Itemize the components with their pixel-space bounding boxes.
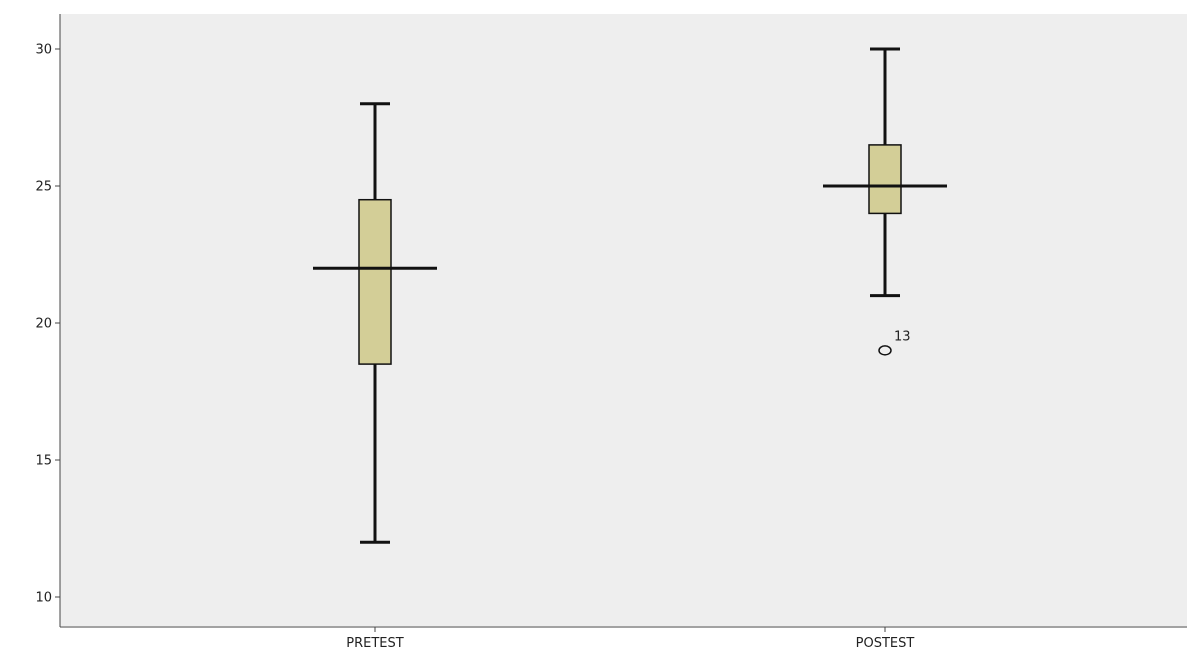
box-series: 13 xyxy=(313,47,947,544)
y-tick-label: 30 xyxy=(35,43,52,58)
outlier-point xyxy=(878,345,892,356)
y-axis-ticks: 10 15 20 25 30 xyxy=(35,43,60,606)
plot-area xyxy=(60,14,1187,626)
x-category-label: POSTEST xyxy=(856,636,915,651)
box-postest: 13 xyxy=(823,47,947,356)
y-tick-label: 20 xyxy=(35,317,52,332)
y-tick-label: 25 xyxy=(35,180,52,195)
y-tick-label: 15 xyxy=(35,454,52,469)
outlier-label: 13 xyxy=(894,329,911,344)
y-tick-label: 10 xyxy=(35,591,52,606)
box-pretest xyxy=(313,102,437,544)
x-axis-labels: PRETEST POSTEST xyxy=(346,627,914,651)
iqr-box xyxy=(358,198,392,365)
iqr-box xyxy=(868,144,902,215)
x-category-label: PRETEST xyxy=(346,636,403,651)
